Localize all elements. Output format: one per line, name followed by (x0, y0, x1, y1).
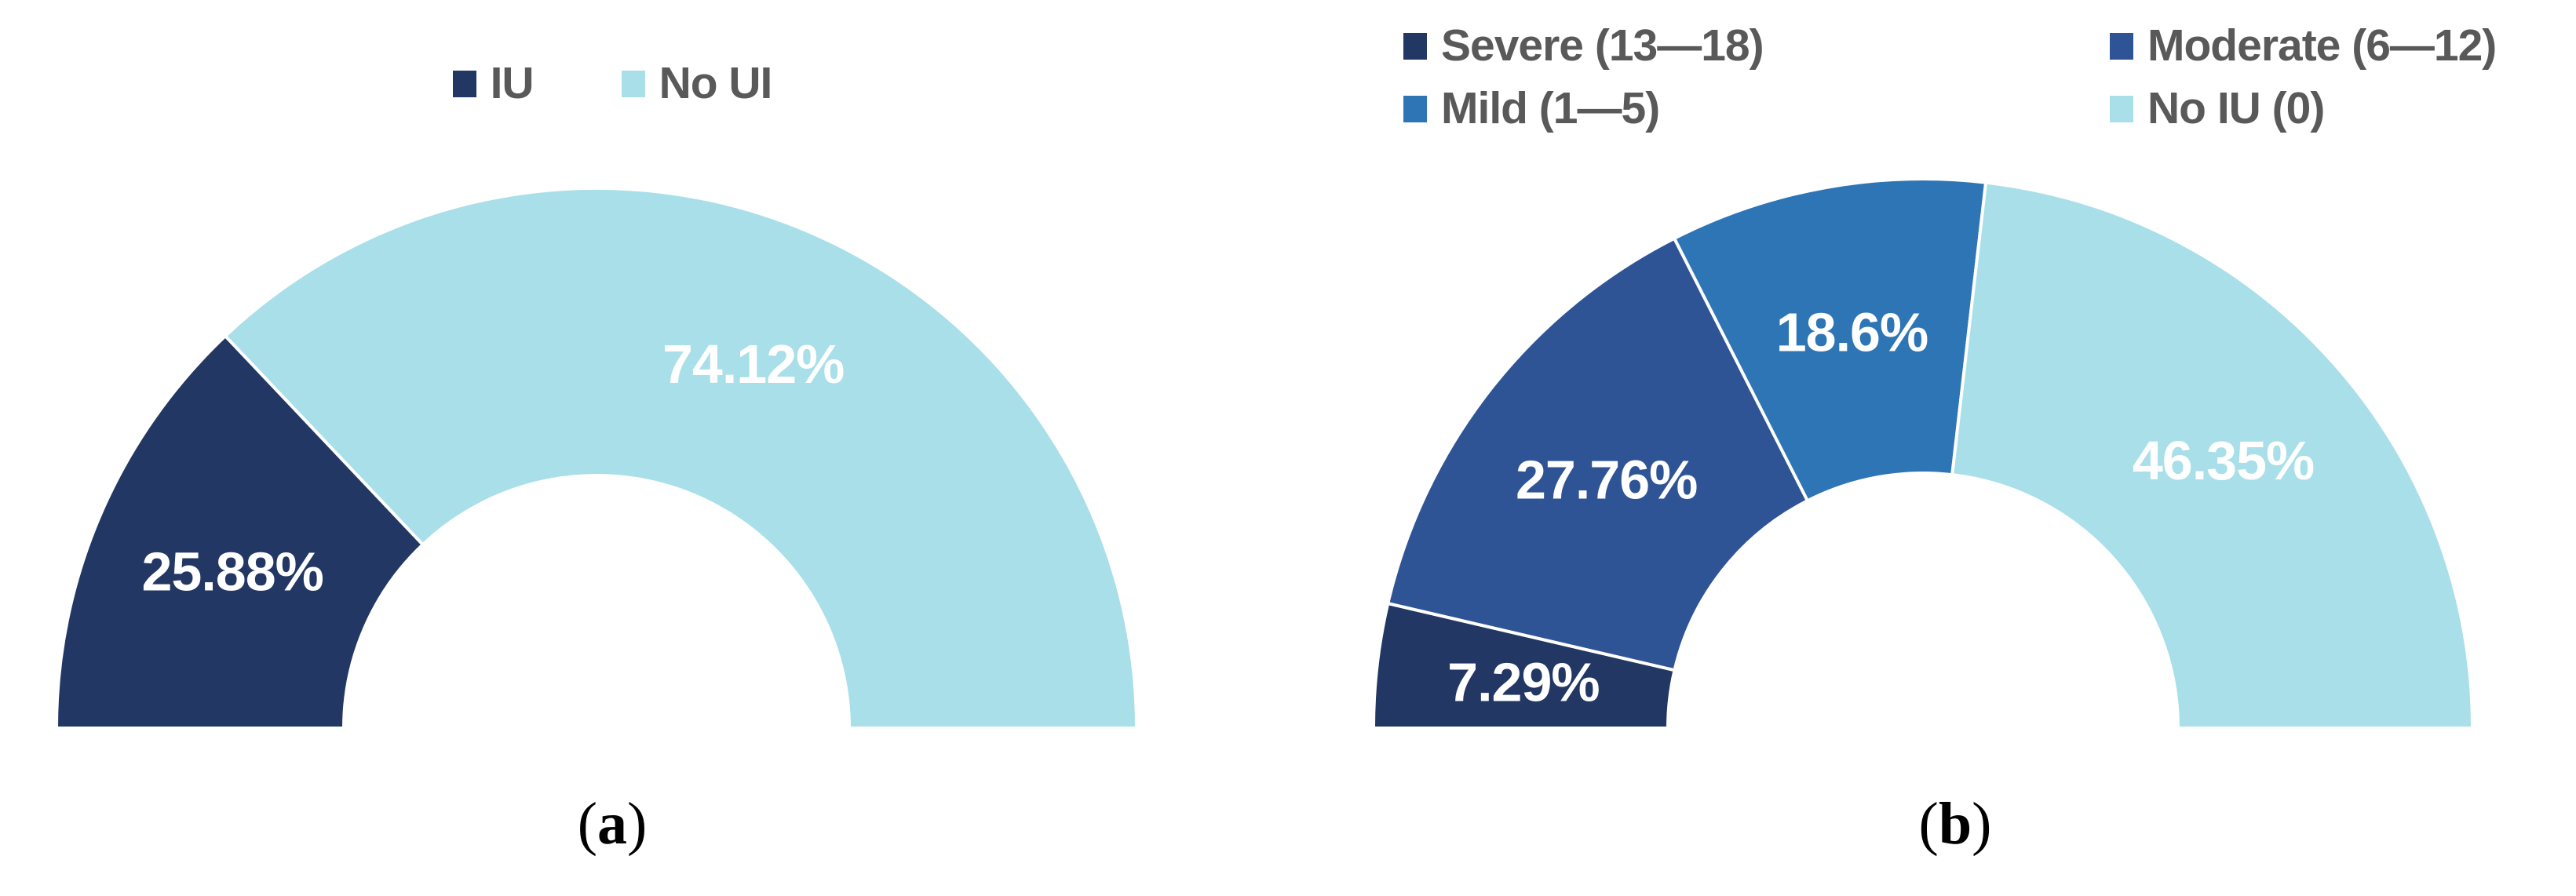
legend-swatch-moderate (2110, 32, 2133, 60)
legend-item-severe: Severe (13—18) (1403, 24, 1764, 68)
caption-a-paren-open: ( (577, 791, 597, 857)
segment-value-label-moderate-(6—12): 27.76% (1516, 450, 1697, 511)
legend-label-no-iu: No IU (0) (2147, 83, 2325, 133)
panel-chart-a: IU No UI 25.88% 74.12% (a) (0, 0, 1224, 896)
legend-swatch-iu (452, 70, 476, 97)
segment-value-label-mild-(1—5): 18.6% (1776, 302, 1928, 363)
legend-chart-a: IU No UI (0, 61, 1224, 106)
legend-swatch-no-ui (621, 70, 645, 97)
caption-a: (a) (0, 794, 1224, 854)
caption-b-letter: b (1938, 791, 1972, 857)
segment-value-label-iu: 25.88% (141, 541, 323, 602)
legend-label-moderate: Moderate (6—12) (2147, 20, 2497, 71)
legend-item-mild: Mild (1—5) (1403, 83, 1660, 133)
legend-swatch-severe (1403, 32, 1427, 60)
segment-moderate-(6—12) (1386, 236, 1809, 672)
segment-no-iu-(0) (1950, 180, 2474, 730)
legend-label-mild: Mild (1—5) (1441, 83, 1660, 133)
segment-no-ui (224, 186, 1138, 730)
legend-item-iu: IU (452, 58, 535, 108)
segment-iu (55, 334, 425, 730)
legend-label-severe: Severe (13—18) (1441, 20, 1764, 71)
caption-a-paren-close: ) (627, 791, 648, 857)
caption-b-paren-open: ( (1918, 791, 1939, 857)
legend-item-moderate: Moderate (6—12) (2110, 20, 2497, 71)
caption-a-letter: a (597, 791, 627, 857)
half-donut-chart-b: 7.29% 27.76% 18.6% 46.35% (1372, 177, 2474, 730)
legend-item-no-ui: No UI (621, 58, 773, 108)
segment-mild-(1—5) (1673, 177, 1988, 503)
legend-swatch-mild (1403, 95, 1427, 122)
legend-label-no-ui: No UI (659, 58, 773, 108)
half-donut-chart-a: 25.88% 74.12% (55, 186, 1138, 730)
segment-value-label-no-ui: 74.12% (662, 333, 844, 395)
caption-b: (b) (1334, 794, 2576, 854)
legend-label-iu: IU (490, 58, 535, 108)
legend-item-no-iu: No IU (0) (2110, 83, 2325, 133)
caption-b-paren-close: ) (1972, 791, 1992, 857)
segment-value-label-severe-(13—18): 7.29% (1447, 651, 1599, 712)
panel-chart-b: Severe (13—18) Moderate (6—12) Mild (1—5… (1334, 0, 2576, 896)
legend-swatch-no-iu (2110, 95, 2133, 122)
segment-value-label-no-iu-(0): 46.35% (2133, 430, 2314, 491)
